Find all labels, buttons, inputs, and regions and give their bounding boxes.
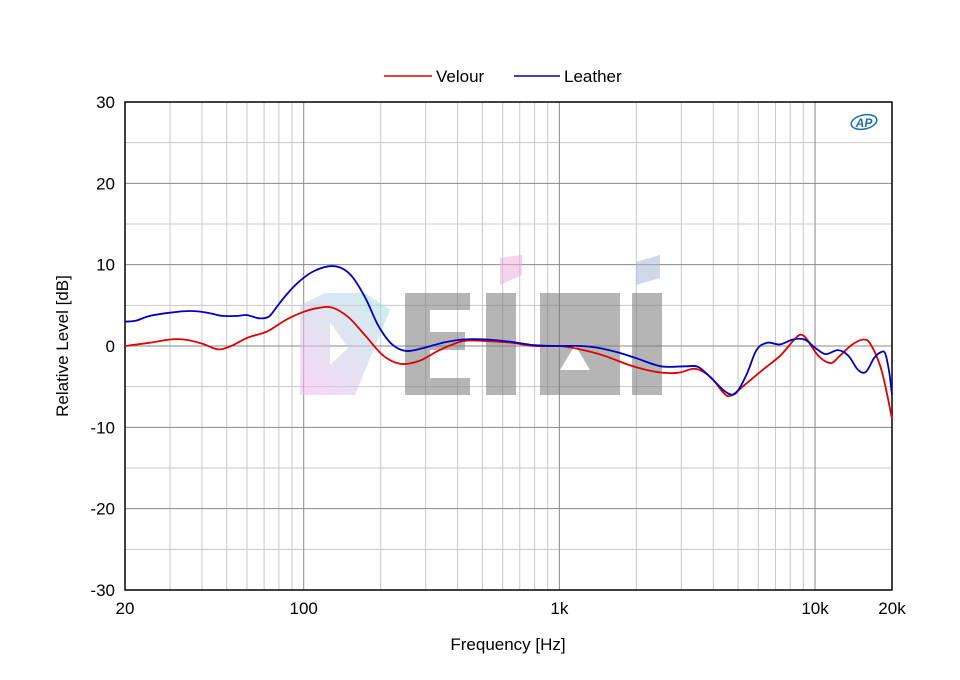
legend-label-velour: Velour <box>436 67 485 86</box>
y-tick-labels: 30 20 10 0 -10 -20 -30 <box>90 93 115 600</box>
series-line-velour <box>124 305 893 420</box>
series-layer <box>124 265 893 420</box>
y-tick-label: 10 <box>96 256 115 275</box>
x-tick-label: 10k <box>801 599 829 618</box>
legend-label-leather: Leather <box>564 67 622 86</box>
y-tick-label: -10 <box>90 418 115 437</box>
y-tick-label: -20 <box>90 500 115 519</box>
series-line-leather <box>124 265 893 396</box>
y-tick-label: 0 <box>106 337 115 356</box>
legend: Velour Leather <box>384 67 622 86</box>
x-tick-labels: 20 100 1k 10k 20k <box>116 599 907 618</box>
y-tick-label: -30 <box>90 581 115 600</box>
x-tick-label: 100 <box>290 599 318 618</box>
x-axis-label: Frequency [Hz] <box>450 635 565 654</box>
y-tick-label: 20 <box>96 174 115 193</box>
y-axis-label: Relative Level [dB] <box>53 275 72 417</box>
ap-logo-text: AP <box>855 116 874 130</box>
y-tick-label: 30 <box>96 93 115 112</box>
x-tick-label: 20 <box>116 599 135 618</box>
x-tick-label: 20k <box>878 599 906 618</box>
x-tick-label: 1k <box>550 599 568 618</box>
ap-logo: AP <box>850 113 878 131</box>
